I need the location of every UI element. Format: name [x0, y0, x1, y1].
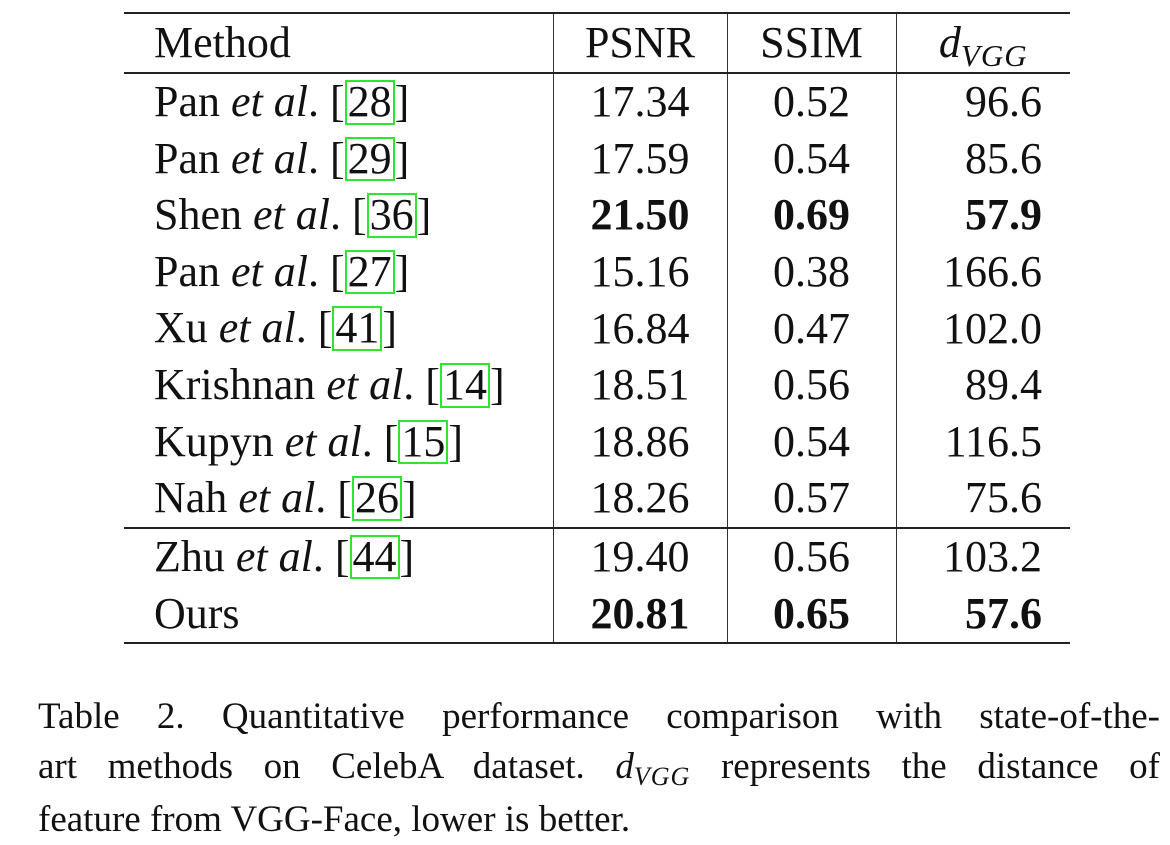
- etal-text: et al: [231, 246, 308, 296]
- citation-link[interactable]: 26: [351, 475, 402, 521]
- ssim-cell-best: 0.65: [727, 585, 897, 643]
- psnr-cell: 19.40: [553, 527, 728, 586]
- dvgg-cell-best: 57.6: [965, 588, 1042, 638]
- ssim-cell: 0.56: [727, 527, 897, 586]
- caption-dvgg-symbol: d: [615, 746, 634, 787]
- table-row: Zhu et al. [44] 19.40 0.56 103.2: [124, 527, 1070, 586]
- dvgg-cell: 85.6: [965, 133, 1042, 183]
- psnr-cell: 18.86: [553, 413, 728, 471]
- method-cell: Shen et al. [36]: [124, 187, 554, 244]
- dvgg-cell: 166.6: [943, 247, 1042, 297]
- citation-link[interactable]: 44: [349, 534, 400, 580]
- etal-text: et al: [218, 303, 296, 353]
- ssim-cell: 0.57: [727, 470, 897, 528]
- caption-line-3: feature from VGG-Face, lower is better.: [38, 799, 631, 840]
- ssim-cell: 0.52: [727, 73, 897, 131]
- citation-link[interactable]: 15: [398, 419, 449, 465]
- ssim-cell: 0.54: [727, 413, 897, 471]
- method-cell: Ours: [124, 585, 554, 643]
- author-name: Krishnan: [154, 360, 316, 410]
- dvgg-cell: 75.6: [965, 473, 1042, 523]
- header-method: Method: [124, 13, 554, 73]
- ssim-cell: 0.54: [727, 130, 897, 188]
- header-psnr: PSNR: [553, 13, 728, 73]
- header-ssim: SSIM: [727, 13, 897, 73]
- psnr-cell: 17.34: [553, 73, 728, 131]
- caption-line-2-before: art methods on CelebA dataset.: [38, 746, 585, 787]
- citation-link[interactable]: 28: [344, 79, 395, 125]
- etal-text: et al: [231, 133, 308, 183]
- header-dvgg: dVGG: [896, 13, 1070, 73]
- caption-line-2: art methods on CelebA dataset. dVGG repr…: [38, 742, 1160, 795]
- dvgg-cell: 96.6: [965, 77, 1042, 127]
- citation-link[interactable]: 36: [366, 193, 417, 238]
- dvgg-cell: 102.0: [943, 303, 1042, 353]
- ssim-cell-best: 0.69: [727, 187, 897, 244]
- table-caption: Table 2. Quantitative performance compar…: [38, 692, 1160, 845]
- table-row: Pan et al. [28] 17.34 0.52 96.6: [124, 73, 1070, 131]
- caption-line-2-after: represents the distance of: [720, 746, 1160, 787]
- psnr-cell-best: 20.81: [553, 585, 728, 643]
- method-cell: Zhu et al. [44]: [124, 527, 554, 586]
- table-row: Pan et al. [27] 15.16 0.38 166.6: [124, 243, 1070, 301]
- table-row: Xu et al. [41] 16.84 0.47 102.0: [124, 300, 1070, 357]
- etal-text: et al: [326, 360, 404, 410]
- dvgg-cell-best: 57.9: [965, 190, 1042, 240]
- author-name: Shen: [154, 190, 242, 240]
- caption-line-1: Table 2. Quantitative performance compar…: [38, 696, 1160, 737]
- table-row: Pan et al. [29] 17.59 0.54 85.6: [124, 130, 1070, 188]
- dvgg-cell: 116.5: [944, 416, 1042, 466]
- header-dvgg-symbol: d: [938, 18, 961, 67]
- table-header: Method PSNR SSIM dVGG: [124, 13, 1070, 73]
- author-name: Pan: [154, 246, 220, 296]
- citation-link[interactable]: 27: [344, 249, 395, 295]
- author-name: Zhu: [154, 531, 225, 581]
- method-cell: Pan et al. [28]: [124, 73, 554, 131]
- method-cell: Pan et al. [29]: [124, 130, 554, 188]
- ssim-cell: 0.38: [727, 243, 897, 301]
- method-cell: Xu et al. [41]: [124, 300, 554, 357]
- author-name: Nah: [154, 473, 228, 523]
- table-row: Nah et al. [26] 18.26 0.57 75.6: [124, 470, 1070, 528]
- etal-text: et al: [235, 531, 313, 581]
- etal-text: et al: [284, 416, 362, 466]
- table-row: Krishnan et al. [14] 18.51 0.56 89.4: [124, 356, 1070, 414]
- method-cell: Krishnan et al. [14]: [124, 356, 554, 414]
- author-name: Kupyn: [154, 416, 274, 466]
- method-cell: Nah et al. [26]: [124, 470, 554, 528]
- results-table: Method PSNR SSIM dVGG Pan et al. [28] 17…: [124, 12, 1070, 644]
- etal-text: et al: [238, 473, 316, 523]
- psnr-cell: 18.51: [553, 356, 728, 414]
- table-row-ours: Ours 20.81 0.65 57.6: [124, 585, 1070, 643]
- psnr-cell: 17.59: [553, 130, 728, 188]
- caption-dvgg-subscript: VGG: [633, 762, 691, 791]
- table-row: Shen et al. [36] 21.50 0.69 57.9: [124, 187, 1070, 244]
- etal-text: et al: [231, 77, 308, 127]
- method-cell: Kupyn et al. [15]: [124, 413, 554, 471]
- psnr-cell: 18.26: [553, 470, 728, 528]
- psnr-cell-best: 21.50: [553, 187, 728, 244]
- author-name: Ours: [154, 588, 240, 638]
- author-name: Pan: [154, 77, 220, 127]
- table-row: Kupyn et al. [15] 18.86 0.54 116.5: [124, 413, 1070, 471]
- results-table-container: Method PSNR SSIM dVGG Pan et al. [28] 17…: [124, 12, 1070, 644]
- table-body: Pan et al. [28] 17.34 0.52 96.6 Pan et a…: [124, 73, 1070, 643]
- ssim-cell: 0.47: [727, 300, 897, 357]
- citation-link[interactable]: 41: [332, 306, 383, 351]
- citation-link[interactable]: 14: [439, 362, 490, 408]
- citation-link[interactable]: 29: [344, 136, 395, 182]
- header-row: Method PSNR SSIM dVGG: [124, 13, 1070, 73]
- psnr-cell: 16.84: [553, 300, 728, 357]
- dvgg-cell: 89.4: [965, 360, 1042, 410]
- author-name: Pan: [154, 133, 220, 183]
- header-dvgg-subscript: VGG: [960, 38, 1028, 73]
- ssim-cell: 0.56: [727, 356, 897, 414]
- method-cell: Pan et al. [27]: [124, 243, 554, 301]
- author-name: Xu: [154, 303, 208, 353]
- dvgg-cell: 103.2: [943, 532, 1042, 582]
- psnr-cell: 15.16: [553, 243, 728, 301]
- etal-text: et al: [253, 190, 330, 240]
